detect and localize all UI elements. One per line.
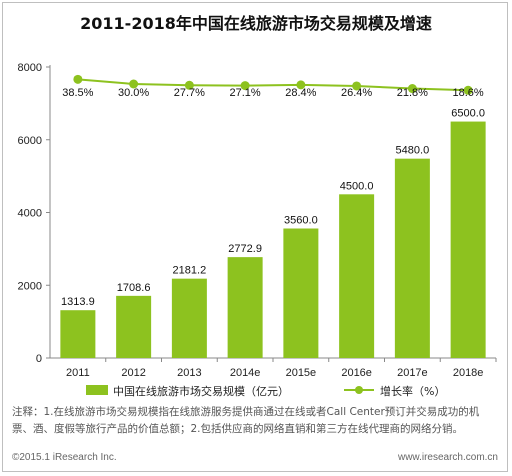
y-tick-label: 4000 — [18, 208, 42, 220]
growth-rate-point — [184, 80, 194, 90]
growth-rate-point — [407, 84, 417, 94]
bar — [339, 194, 375, 358]
footnote: 注释：1.在线旅游市场交易规模指在线旅游服务提供商通过在线或者Call Cent… — [12, 404, 500, 438]
bar — [227, 257, 263, 358]
bar-value-label: 1313.9 — [61, 296, 95, 308]
x-tick-label: 2012 — [121, 367, 145, 379]
bar — [394, 158, 430, 358]
legend-bar-label: 中国在线旅游市场交易规模（亿元） — [113, 385, 289, 398]
x-tick-label: 2014e — [230, 367, 261, 379]
y-tick-label: 0 — [36, 353, 42, 365]
y-tick-label: 6000 — [18, 135, 42, 147]
x-tick-label: 2011 — [66, 367, 90, 379]
growth-rate-label: 28.4% — [285, 87, 316, 99]
legend-line-label: 增长率（%） — [380, 385, 446, 398]
x-tick-label: 2015e — [286, 367, 317, 379]
bar-value-label: 3560.0 — [284, 215, 318, 227]
bar-value-label: 2181.2 — [173, 265, 207, 277]
growth-rate-point — [463, 85, 473, 95]
footnote-line-2: 票、酒、度假等旅行产品的价值总额；2.包括供应商的网络直销和第三方在线代理商的网… — [12, 423, 464, 435]
legend: 中国在线旅游市场交易规模（亿元） 增长率（%） — [0, 382, 512, 398]
bar-value-label: 1708.6 — [117, 282, 151, 294]
footnote-line-1: 注释：1.在线旅游市场交易规模指在线旅游服务提供商通过在线或者Call Cent… — [12, 406, 480, 418]
y-tick-label: 8000 — [18, 62, 42, 74]
bar — [171, 278, 207, 358]
y-tick-label: 2000 — [18, 280, 42, 292]
bar — [450, 121, 486, 358]
growth-rate-label: 27.1% — [230, 87, 261, 99]
growth-rate-label: 21.8% — [397, 87, 428, 99]
legend-bar-swatch — [86, 385, 108, 395]
growth-rate-point — [129, 79, 139, 89]
growth-rate-label: 27.7% — [174, 87, 205, 99]
bar-value-label: 5480.0 — [396, 145, 430, 157]
bar — [283, 228, 319, 358]
copyright: ©2015.1 iResearch Inc. — [12, 452, 117, 463]
growth-rate-point — [296, 80, 306, 90]
bar-value-label: 2772.9 — [228, 243, 262, 255]
x-tick-label: 2017e — [397, 367, 428, 379]
legend-line-marker — [355, 386, 363, 394]
bar-value-label: 6500.0 — [451, 108, 485, 120]
x-tick-label: 2016e — [341, 367, 372, 379]
growth-rate-line — [77, 78, 469, 92]
growth-rate-point — [73, 74, 83, 84]
website: www.iresearch.com.cn — [397, 452, 498, 463]
chart-canvas: 0 2000 4000 6000 8000 1313.9 2011 1708.6 2012 218… — [18, 62, 497, 379]
bar — [60, 310, 96, 358]
growth-rate-label: 26.4% — [341, 87, 372, 99]
chart-title: 2011-2018年中国在线旅游市场交易规模及增速 — [80, 14, 432, 33]
growth-rate-label: 30.0% — [118, 87, 149, 99]
bar — [116, 295, 152, 358]
growth-rate-point — [352, 81, 362, 91]
x-tick-label: 2013 — [177, 367, 201, 379]
growth-rate-point — [240, 81, 250, 91]
growth-rate-label: 18.6% — [453, 87, 484, 99]
growth-rate-label: 38.5% — [62, 87, 93, 99]
bar-value-label: 4500.0 — [340, 180, 374, 192]
x-tick-label: 2018e — [453, 367, 484, 379]
